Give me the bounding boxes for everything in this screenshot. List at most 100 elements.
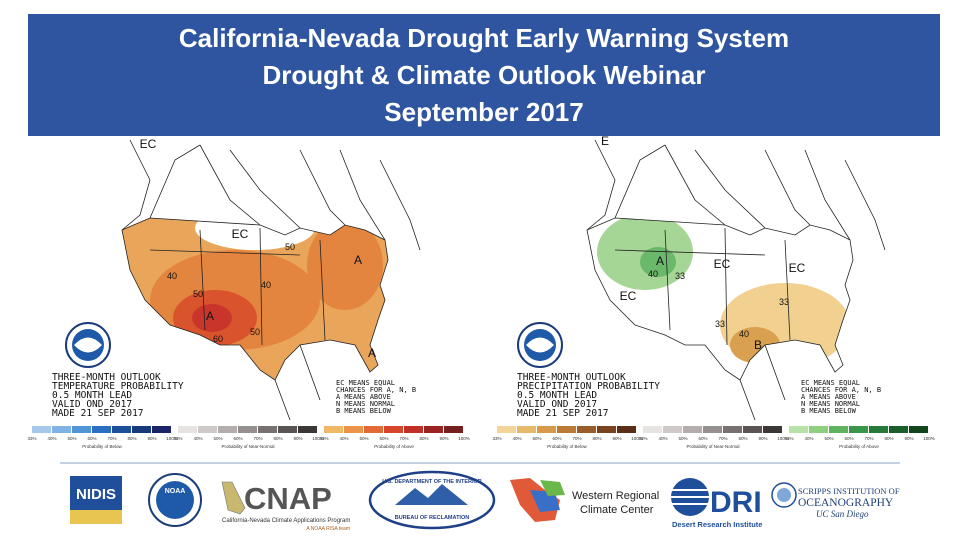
scale-tick: 100%	[777, 436, 789, 441]
scale-tick: 40%	[512, 436, 521, 441]
scale-swatch	[517, 426, 536, 433]
scale-swatch	[298, 426, 317, 433]
scale-tick: 50%	[532, 436, 541, 441]
outlook-text: PRECIPITATION PROBABILITY	[517, 381, 660, 392]
scale-tick: 90%	[758, 436, 767, 441]
scale-swatch	[577, 426, 596, 433]
outlook-text: 0.5 MONTH LEAD	[517, 390, 597, 401]
scale-tick: 90%	[293, 436, 302, 441]
map-label: A	[354, 253, 362, 267]
scale-swatch	[424, 426, 443, 433]
legend-text: EC MEANS EQUAL	[801, 379, 860, 387]
scale-tick: 80%	[127, 436, 136, 441]
scale-tick: 40%	[658, 436, 667, 441]
dri-subtitle: Desert Research Institute	[672, 520, 762, 529]
scale-tick: 60%	[552, 436, 561, 441]
scale-swatch	[643, 426, 662, 433]
scale-swatch	[278, 426, 297, 433]
scale-tick: 100%	[923, 436, 935, 441]
map-label: 60	[213, 334, 223, 344]
scale-swatch	[32, 426, 51, 433]
nidis-band	[70, 510, 122, 524]
scale-swatch	[743, 426, 762, 433]
scale-swatch	[132, 426, 151, 433]
scripps-logo: SCRIPPS INSTITUTION OF	[798, 486, 900, 496]
scale-tick: 90%	[612, 436, 621, 441]
scale-tick: 70%	[864, 436, 873, 441]
scale-swatch	[218, 426, 237, 433]
map-label: EC	[232, 227, 249, 241]
map-label: A	[206, 309, 214, 323]
map-label: EC	[620, 289, 637, 303]
scale-tick: 60%	[844, 436, 853, 441]
map-label: 33	[675, 271, 685, 281]
scale-tick: 33%	[492, 436, 501, 441]
legend-text: CHANCES FOR A, N, B	[336, 386, 416, 394]
wrcc-logo: Western Regional	[572, 490, 659, 502]
dri-logo: DRI	[710, 486, 762, 519]
scale-tick: 90%	[147, 436, 156, 441]
scale-swatch	[723, 426, 742, 433]
legend-text: EC MEANS EQUAL	[336, 379, 395, 387]
scale-swatch	[909, 426, 928, 433]
reclamation-bottom: BUREAU OF RECLAMATION	[395, 515, 469, 521]
scripps-logo: UC San Diego	[816, 509, 869, 519]
outlook-text: 0.5 MONTH LEAD	[52, 390, 132, 401]
map-label: EC	[714, 257, 731, 271]
scale-tick: 90%	[439, 436, 448, 441]
scale-swatch	[364, 426, 383, 433]
logos: NIDIS NOAA CNAP California-Nevada Climat…	[70, 470, 900, 532]
outlook-text: VALID OND 2017	[52, 399, 132, 410]
map-label: 33	[715, 319, 725, 329]
scale-tick: 33%	[319, 436, 328, 441]
scale-tick: 60%	[87, 436, 96, 441]
scale-swatch	[404, 426, 423, 433]
scale-caption: Probability of Above	[839, 444, 879, 449]
scale-tick: 90%	[904, 436, 913, 441]
scale-tick: 80%	[592, 436, 601, 441]
scale-tick: 100%	[312, 436, 324, 441]
scale-tick: 33%	[784, 436, 793, 441]
map-label: 33	[779, 297, 789, 307]
cnap-logo: CNAP	[244, 481, 332, 516]
scale-caption: Probability of Near-Normal	[686, 444, 739, 449]
scale-swatch	[703, 426, 722, 433]
scale-caption: Probability of Below	[547, 444, 587, 449]
map-label: EC	[140, 137, 157, 151]
noaa-logo: NOAA	[165, 488, 186, 495]
scale-swatch	[92, 426, 111, 433]
scale-swatch	[198, 426, 217, 433]
scale-swatch	[112, 426, 131, 433]
legend-text: A MEANS ABOVE	[336, 393, 391, 401]
scale-tick: 60%	[233, 436, 242, 441]
map-label: 40	[648, 269, 658, 279]
scale-tick: 40%	[804, 436, 813, 441]
outlook-text: MADE 21 SEP 2017	[52, 408, 144, 419]
scale-tick: 70%	[253, 436, 262, 441]
scale-tick: 70%	[572, 436, 581, 441]
scale-tick: 33%	[638, 436, 647, 441]
map-label: 40	[167, 271, 177, 281]
legend-text: N MEANS NORMAL	[336, 400, 395, 408]
scale-swatch	[444, 426, 463, 433]
reclamation-top: U.S. DEPARTMENT OF THE INTERIOR	[382, 479, 482, 485]
scale-tick: 60%	[698, 436, 707, 441]
legend-text: CHANCES FOR A, N, B	[801, 386, 881, 394]
outlook-text: TEMPERATURE PROBABILITY	[52, 381, 184, 392]
map-label: EC	[789, 261, 806, 275]
map-label: B	[754, 338, 762, 352]
scale-swatch	[683, 426, 702, 433]
precipitation-map	[586, 139, 886, 421]
scale-tick: 80%	[738, 436, 747, 441]
scale-swatch	[597, 426, 616, 433]
temperature-map	[121, 139, 421, 421]
title-banner	[28, 14, 940, 136]
map-label: A	[368, 346, 376, 360]
title-line: Drought & Climate Outlook Webinar	[263, 60, 706, 90]
scale-swatch	[829, 426, 848, 433]
scale-swatch	[178, 426, 197, 433]
title-line: California-Nevada Drought Early Warning …	[179, 23, 789, 53]
scale-swatch	[52, 426, 71, 433]
